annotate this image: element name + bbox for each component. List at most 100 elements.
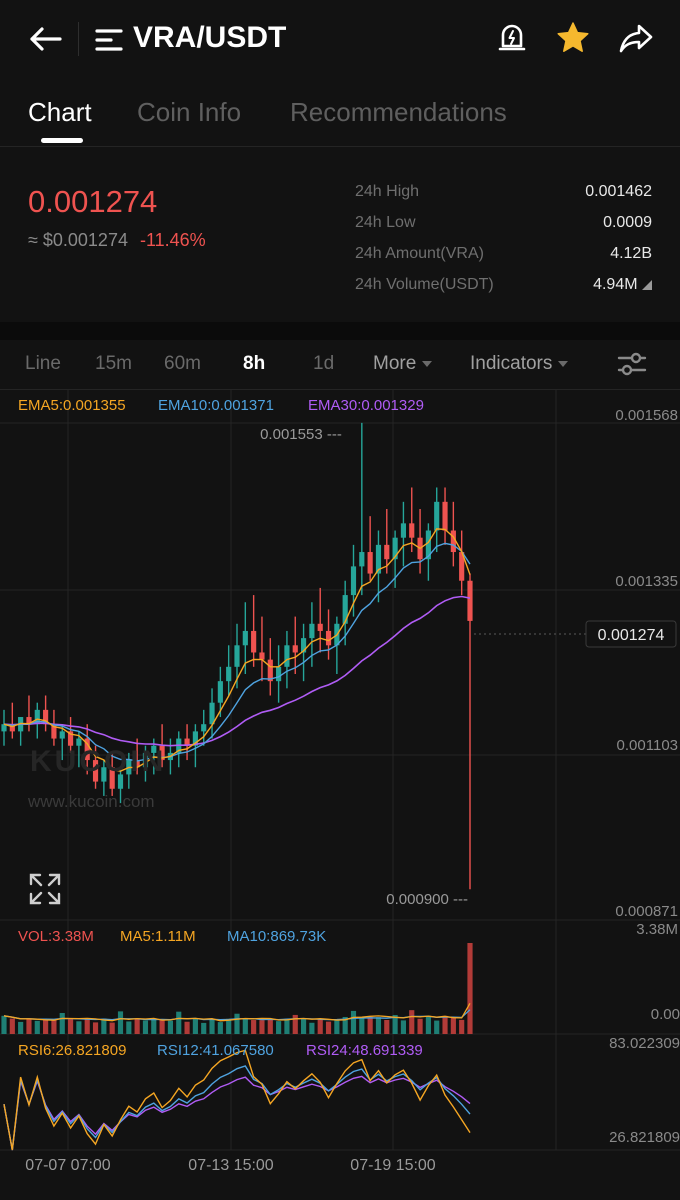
- candle-body: [242, 630, 248, 646]
- ema30-label: EMA30:0.001329: [308, 397, 424, 414]
- volume-bar: [300, 1018, 307, 1034]
- volume-ma5-line: [3, 1002, 471, 1022]
- candle-body: [76, 738, 82, 746]
- candle-body: [317, 623, 323, 631]
- candle-body: [342, 595, 348, 624]
- favorite-star-icon[interactable]: [555, 20, 591, 56]
- volume-min-label: 0.00: [651, 1006, 680, 1023]
- stat-value-volume[interactable]: 4.94M: [593, 274, 652, 296]
- volume-bar: [134, 1019, 140, 1034]
- more-timeframes-dropdown[interactable]: More: [373, 352, 433, 376]
- volume-max-label: 3.38M: [636, 921, 678, 938]
- y-axis-label: 0.001103: [617, 737, 678, 754]
- y-axis-label: 0.001568: [615, 407, 678, 424]
- volume-bar: [334, 1018, 340, 1034]
- volume-bar: [467, 943, 473, 1034]
- candle-body: [51, 724, 57, 739]
- volume-bar: [167, 1020, 174, 1034]
- chart-settings-icon[interactable]: [616, 350, 648, 378]
- volume-bar: [67, 1019, 74, 1034]
- share-icon[interactable]: [618, 20, 654, 56]
- tab-coin-info[interactable]: Coin Info: [137, 97, 242, 127]
- active-tab-indicator: [41, 138, 83, 143]
- ma5-label: MA5:1.11M: [120, 928, 196, 945]
- candle-body: [159, 745, 165, 761]
- rsi12-label: RSI12:41.067580: [157, 1042, 274, 1059]
- stat-value-high: 0.001462: [585, 183, 652, 200]
- indicators-dropdown[interactable]: Indicators: [470, 352, 569, 376]
- timeframe-60m[interactable]: 60m: [164, 353, 201, 374]
- volume-bar: [459, 1019, 465, 1034]
- candle-body: [109, 767, 115, 789]
- volume-bar: [76, 1021, 82, 1034]
- volume-bar: [375, 1017, 382, 1034]
- volume-bar: [251, 1020, 257, 1034]
- volume-bar: [342, 1016, 348, 1034]
- candle-body: [292, 645, 298, 653]
- volume-bar: [450, 1017, 456, 1034]
- price-change: -11.46%: [139, 230, 206, 250]
- more-label: More: [373, 353, 417, 374]
- rsi24-line: [3, 1075, 471, 1151]
- high-price-marker: 0.001553 ---: [260, 426, 342, 443]
- back-arrow-icon[interactable]: [26, 22, 66, 56]
- timeframe-line[interactable]: Line: [25, 353, 61, 374]
- candle-body: [450, 530, 456, 553]
- volume-bar: [276, 1021, 282, 1034]
- candle-body: [34, 709, 40, 725]
- volume-bar: [267, 1019, 273, 1034]
- candle-body: [259, 652, 265, 660]
- fullscreen-icon[interactable]: [28, 872, 62, 906]
- volume-bar: [226, 1018, 232, 1034]
- candle-body: [384, 544, 390, 560]
- ema10-line: [3, 542, 471, 762]
- candle-body: [101, 767, 107, 782]
- volume-bar: [34, 1020, 40, 1034]
- price-alert-icon[interactable]: [494, 20, 530, 56]
- volume-bar: [384, 1019, 390, 1034]
- volume-bar: [109, 1022, 115, 1034]
- section-separator: [0, 322, 680, 340]
- timeframe-15m[interactable]: 15m: [95, 353, 132, 374]
- y-axis-label: 0.000871: [615, 903, 678, 920]
- watermark-logo: KUCOIN: [30, 745, 167, 778]
- candle-body: [309, 623, 315, 639]
- ema5-label: EMA5:0.001355: [18, 397, 126, 414]
- menu-icon[interactable]: [94, 26, 124, 54]
- candle-body: [392, 537, 398, 560]
- y-axis-label: 0.001335: [615, 573, 678, 590]
- candle-body: [201, 724, 207, 732]
- candle-body: [151, 745, 157, 753]
- stat-value-low: 0.0009: [603, 214, 652, 231]
- candle-body: [300, 638, 307, 653]
- candle-body: [467, 580, 473, 621]
- volume-bar: [117, 1011, 124, 1034]
- volume-bar: [442, 1015, 448, 1034]
- tab-chart[interactable]: Chart: [28, 97, 92, 127]
- ema30-line: [3, 595, 471, 747]
- candle-body: [400, 523, 407, 538]
- volume-bar: [151, 1019, 157, 1034]
- candle-body: [117, 774, 124, 789]
- chevron-down-icon: [558, 360, 569, 367]
- candle-body: [251, 630, 257, 653]
- chart-area[interactable]: 0.001568 0.001335 0.001103 0.000871 0.001553…: [0, 390, 680, 1200]
- candle-body: [92, 760, 99, 782]
- candle-body: [67, 731, 74, 746]
- volume-bar: [284, 1018, 290, 1034]
- watermark-url: www.kucoin.com: [28, 792, 155, 811]
- candle-body: [192, 731, 198, 746]
- volume-bar: [292, 1014, 298, 1034]
- timeframe-1d[interactable]: 1d: [313, 353, 335, 374]
- candle-body: [359, 552, 365, 567]
- usd-price: ≈ $0.001274: [28, 230, 128, 250]
- stat-label-high: 24h High: [355, 183, 420, 200]
- candle-body: [434, 501, 440, 531]
- tab-recommendations[interactable]: Recommendations: [290, 97, 507, 127]
- volume-bar: [142, 1020, 149, 1034]
- trading-pair-title[interactable]: VRA/USDT: [133, 21, 287, 54]
- candlestick-chart[interactable]: 0.001568 0.001335 0.001103 0.000871 0.001553…: [0, 390, 680, 1200]
- header-divider: [78, 22, 79, 56]
- candle-body: [284, 645, 290, 667]
- timeframe-8h[interactable]: 8h: [243, 353, 266, 374]
